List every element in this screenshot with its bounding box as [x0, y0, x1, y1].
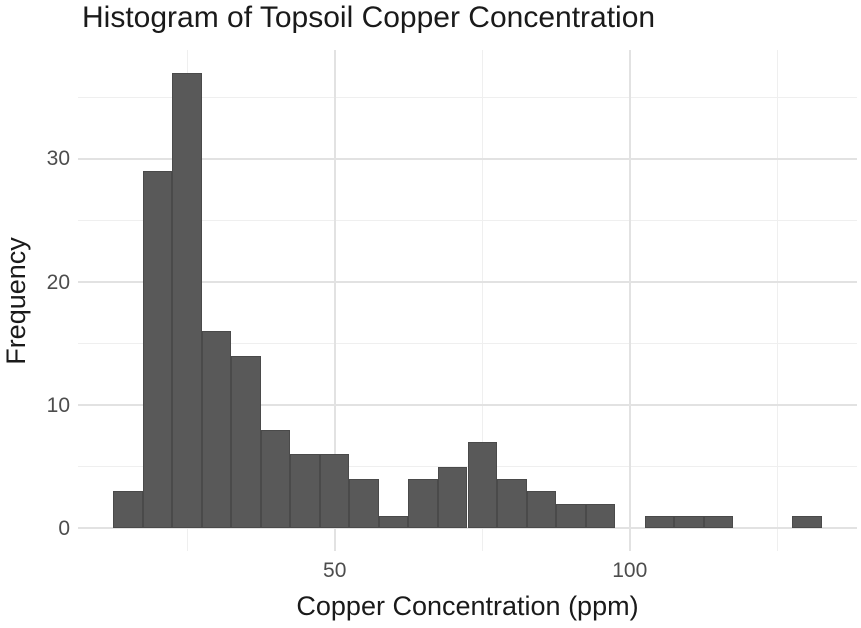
y-tick-label: 30 — [46, 147, 70, 171]
y-tick-label: 0 — [58, 516, 70, 540]
histogram-bar — [231, 355, 261, 529]
histogram-bar — [378, 515, 409, 529]
histogram-bar — [290, 454, 320, 529]
histogram-bar — [585, 503, 616, 529]
histogram-bar — [703, 515, 734, 529]
y-tick-label: 20 — [46, 270, 70, 294]
histogram-bar — [201, 331, 232, 529]
histogram-bar — [113, 491, 143, 529]
y-gridline-minor — [78, 343, 857, 345]
x-gridline-major — [628, 50, 631, 551]
histogram-bar — [644, 515, 675, 529]
histogram-bar — [260, 429, 291, 529]
histogram-bar — [437, 466, 468, 529]
histogram-bar — [408, 478, 438, 529]
histogram-bar — [792, 515, 822, 529]
chart-title: Histogram of Topsoil Copper Concentratio… — [82, 1, 656, 34]
x-gridline-minor — [481, 50, 483, 551]
x-gridline-minor — [776, 50, 778, 551]
x-gridline-major — [333, 50, 336, 551]
x-tick-label: 100 — [612, 559, 648, 582]
histogram-bar — [556, 503, 586, 529]
histogram-bar — [319, 454, 350, 529]
histogram-bar — [142, 171, 173, 529]
histogram-bar — [497, 478, 527, 529]
x-tick-label: 50 — [323, 559, 347, 582]
y-gridline-major — [78, 157, 857, 160]
histogram-bar — [526, 491, 556, 529]
y-gridline-minor — [78, 96, 857, 98]
histogram-bar — [172, 72, 202, 529]
histogram-bar — [674, 515, 704, 529]
y-gridline-minor — [78, 219, 857, 221]
histogram-bar — [349, 478, 379, 529]
plot-panel — [78, 50, 857, 551]
x-axis-title: Copper Concentration (ppm) — [296, 591, 639, 621]
y-tick-label: 10 — [46, 393, 70, 417]
y-gridline-major — [78, 527, 857, 530]
y-gridline-major — [78, 404, 857, 407]
histogram-bar — [467, 442, 497, 529]
y-gridline-major — [78, 281, 857, 284]
